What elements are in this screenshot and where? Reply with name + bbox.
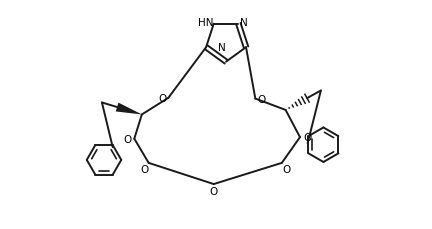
Text: O: O: [140, 164, 149, 174]
Text: O: O: [158, 93, 166, 103]
Polygon shape: [116, 103, 142, 115]
Text: N: N: [240, 18, 248, 27]
Text: O: O: [210, 186, 218, 196]
Text: O: O: [282, 164, 290, 174]
Text: N: N: [218, 43, 226, 53]
Text: O: O: [123, 134, 131, 144]
Text: O: O: [257, 94, 266, 104]
Text: O: O: [303, 133, 311, 142]
Text: HN: HN: [198, 18, 213, 27]
